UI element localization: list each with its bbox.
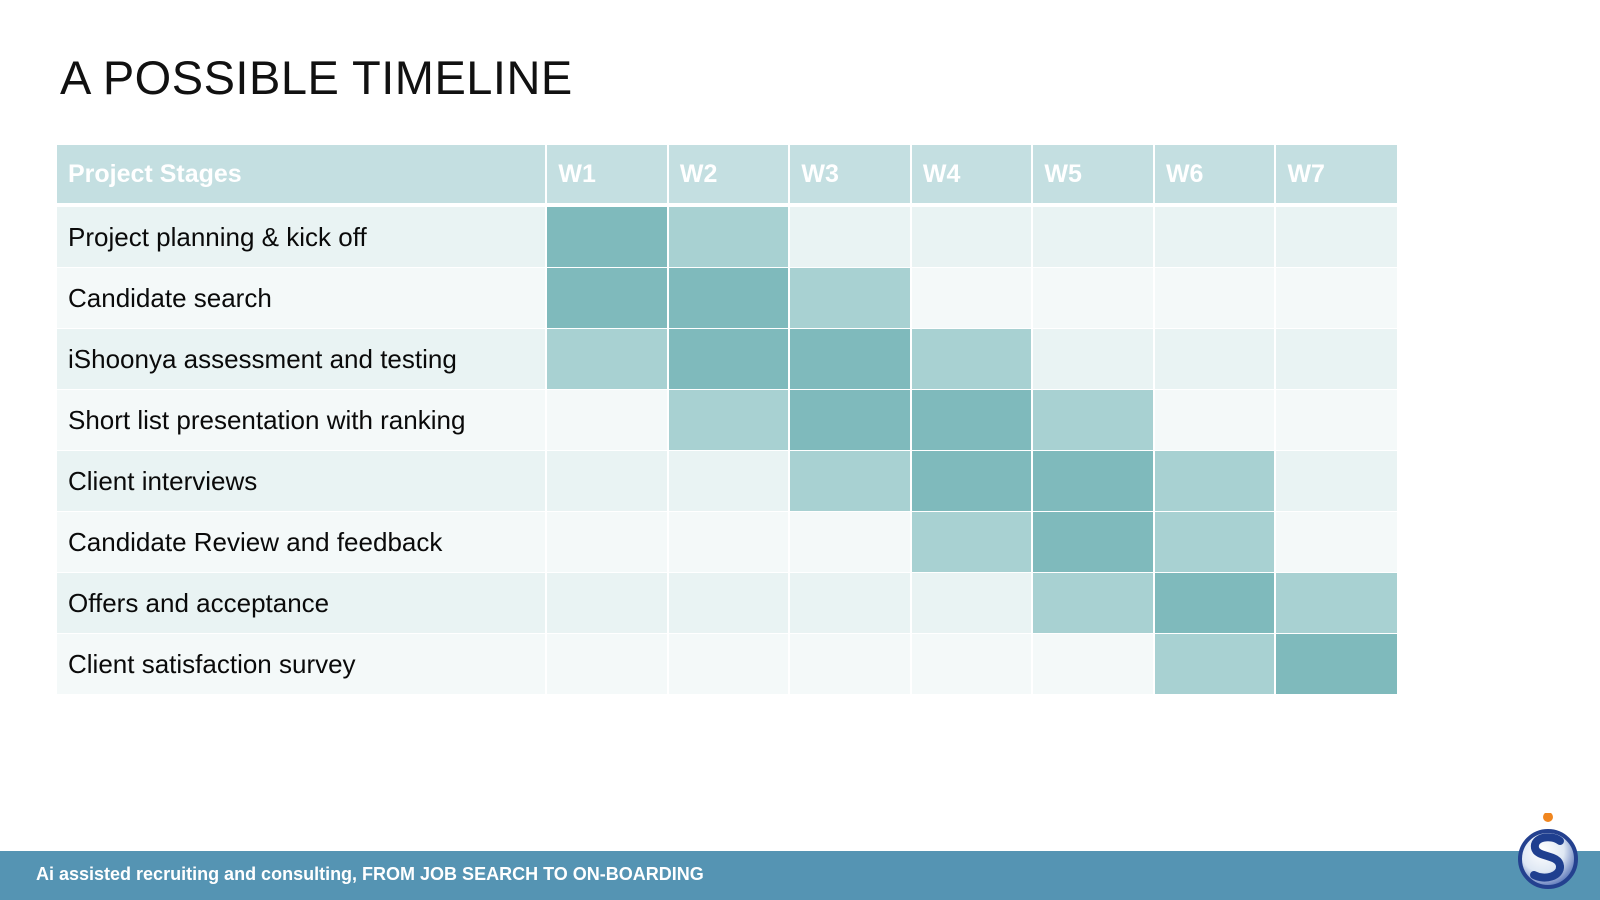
week-cell-w6 [1153, 450, 1277, 512]
table-row: Project planning & kick off [57, 205, 1397, 268]
week-cell-w3 [789, 205, 912, 268]
stage-label: Client interviews [57, 450, 548, 512]
week-cell-w4 [910, 511, 1034, 573]
week-cell-w2 [667, 205, 791, 268]
table-row: Short list presentation with ranking [57, 389, 1397, 451]
stage-label: iShoonya assessment and testing [57, 328, 548, 390]
week-cell-w7 [1275, 205, 1397, 268]
table-header-row: Project Stages W1 W2 W3 W4 W5 W6 W7 [57, 145, 1397, 207]
header-project-stages: Project Stages [57, 145, 548, 207]
week-cell-w4 [910, 328, 1034, 390]
stage-label: Project planning & kick off [57, 205, 548, 268]
week-cell-w1 [546, 572, 669, 634]
week-cell-w1 [546, 450, 669, 512]
header-week-4: W4 [910, 145, 1034, 207]
week-cell-w3 [789, 450, 912, 512]
logo-s-shape [1530, 833, 1564, 882]
week-cell-w7 [1275, 267, 1397, 329]
week-cell-w6 [1153, 572, 1277, 634]
week-cell-w1 [546, 633, 669, 695]
header-week-6: W6 [1153, 145, 1277, 207]
week-cell-w5 [1032, 633, 1155, 695]
table-row: Candidate Review and feedback [57, 511, 1397, 573]
stage-label: Candidate Review and feedback [57, 511, 548, 573]
table-row: Candidate search [57, 267, 1397, 329]
week-cell-w5 [1032, 572, 1155, 634]
week-cell-w3 [789, 633, 912, 695]
week-cell-w6 [1153, 328, 1277, 390]
page-title: A POSSIBLE TIMELINE [60, 51, 573, 104]
week-cell-w4 [910, 389, 1034, 451]
week-cell-w3 [789, 572, 912, 634]
week-cell-w6 [1153, 633, 1277, 695]
stage-label: Offers and acceptance [57, 572, 548, 634]
week-cell-w5 [1032, 389, 1155, 451]
week-cell-w1 [546, 511, 669, 573]
table-body: Project planning & kick off Candidate sea… [57, 205, 1397, 695]
table-row: Client satisfaction survey [57, 633, 1397, 695]
week-cell-w3 [789, 267, 912, 329]
week-cell-w5 [1032, 328, 1155, 390]
week-cell-w4 [910, 633, 1034, 695]
week-cell-w6 [1153, 389, 1277, 451]
week-cell-w6 [1153, 267, 1277, 329]
week-cell-w2 [667, 389, 791, 451]
week-cell-w2 [667, 511, 791, 573]
week-cell-w4 [910, 205, 1034, 268]
week-cell-w4 [910, 572, 1034, 634]
week-cell-w1 [546, 267, 669, 329]
footer-tagline: Ai assisted recruiting and consulting, F… [36, 864, 704, 884]
table-row: Offers and acceptance [57, 572, 1397, 634]
week-cell-w1 [546, 205, 669, 268]
week-cell-w6 [1153, 511, 1277, 573]
week-cell-w4 [910, 267, 1034, 329]
header-week-2: W2 [667, 145, 791, 207]
header-week-3: W3 [789, 145, 912, 207]
week-cell-w5 [1032, 450, 1155, 512]
week-cell-w7 [1275, 633, 1397, 695]
week-cell-w3 [789, 511, 912, 573]
stage-label: Candidate search [57, 267, 548, 329]
week-cell-w7 [1275, 328, 1397, 390]
week-cell-w7 [1275, 389, 1397, 451]
header-week-5: W5 [1032, 145, 1155, 207]
week-cell-w2 [667, 572, 791, 634]
week-cell-w3 [789, 389, 912, 451]
week-cell-w1 [546, 328, 669, 390]
header-week-1: W1 [546, 145, 669, 207]
timeline-table: Project Stages W1 W2 W3 W4 W5 W6 W7 Proj… [57, 145, 1397, 695]
stage-label: Client satisfaction survey [57, 633, 548, 695]
week-cell-w2 [667, 267, 791, 329]
stage-label: Short list presentation with ranking [57, 389, 548, 451]
week-cell-w5 [1032, 511, 1155, 573]
company-s-logo-icon [1518, 813, 1578, 889]
table-row: Client interviews [57, 450, 1397, 512]
week-cell-w5 [1032, 205, 1155, 268]
week-cell-w4 [910, 450, 1034, 512]
week-cell-w2 [667, 633, 791, 695]
week-cell-w2 [667, 328, 791, 390]
header-week-7: W7 [1275, 145, 1397, 207]
week-cell-w3 [789, 328, 912, 390]
week-cell-w1 [546, 389, 669, 451]
week-cell-w6 [1153, 205, 1277, 268]
week-cell-w7 [1275, 511, 1397, 573]
logo-dot [1543, 813, 1553, 822]
footer-bar: Ai assisted recruiting and consulting, F… [0, 851, 1600, 900]
week-cell-w5 [1032, 267, 1155, 329]
week-cell-w7 [1275, 572, 1397, 634]
week-cell-w7 [1275, 450, 1397, 512]
week-cell-w2 [667, 450, 791, 512]
table-row: iShoonya assessment and testing [57, 328, 1397, 390]
